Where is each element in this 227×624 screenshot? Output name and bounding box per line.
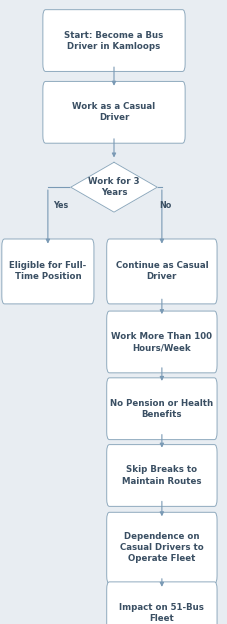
Text: No: No (159, 201, 171, 210)
Text: Start: Become a Bus
Driver in Kamloops: Start: Become a Bus Driver in Kamloops (64, 31, 163, 51)
Text: Dependence on
Casual Drivers to
Operate Fleet: Dependence on Casual Drivers to Operate … (119, 532, 203, 563)
FancyBboxPatch shape (106, 582, 216, 624)
Polygon shape (70, 162, 157, 212)
FancyBboxPatch shape (106, 378, 216, 439)
FancyBboxPatch shape (106, 444, 216, 507)
Text: Eligible for Full-
Time Position: Eligible for Full- Time Position (9, 261, 86, 281)
Text: Continue as Casual
Driver: Continue as Casual Driver (115, 261, 207, 281)
Text: Yes: Yes (53, 201, 68, 210)
FancyBboxPatch shape (43, 10, 184, 72)
Text: No Pension or Health
Benefits: No Pension or Health Benefits (110, 399, 212, 419)
Text: Work More Than 100
Hours/Week: Work More Than 100 Hours/Week (111, 332, 211, 352)
FancyBboxPatch shape (106, 311, 216, 373)
Text: Work as a Casual
Driver: Work as a Casual Driver (72, 102, 155, 122)
Text: Impact on 51-Bus
Fleet: Impact on 51-Bus Fleet (119, 603, 203, 623)
Text: Skip Breaks to
Maintain Routes: Skip Breaks to Maintain Routes (122, 466, 201, 485)
FancyBboxPatch shape (43, 82, 184, 144)
FancyBboxPatch shape (106, 512, 216, 583)
FancyBboxPatch shape (2, 239, 94, 304)
FancyBboxPatch shape (106, 239, 216, 304)
Text: Work for 3
Years: Work for 3 Years (88, 177, 139, 197)
